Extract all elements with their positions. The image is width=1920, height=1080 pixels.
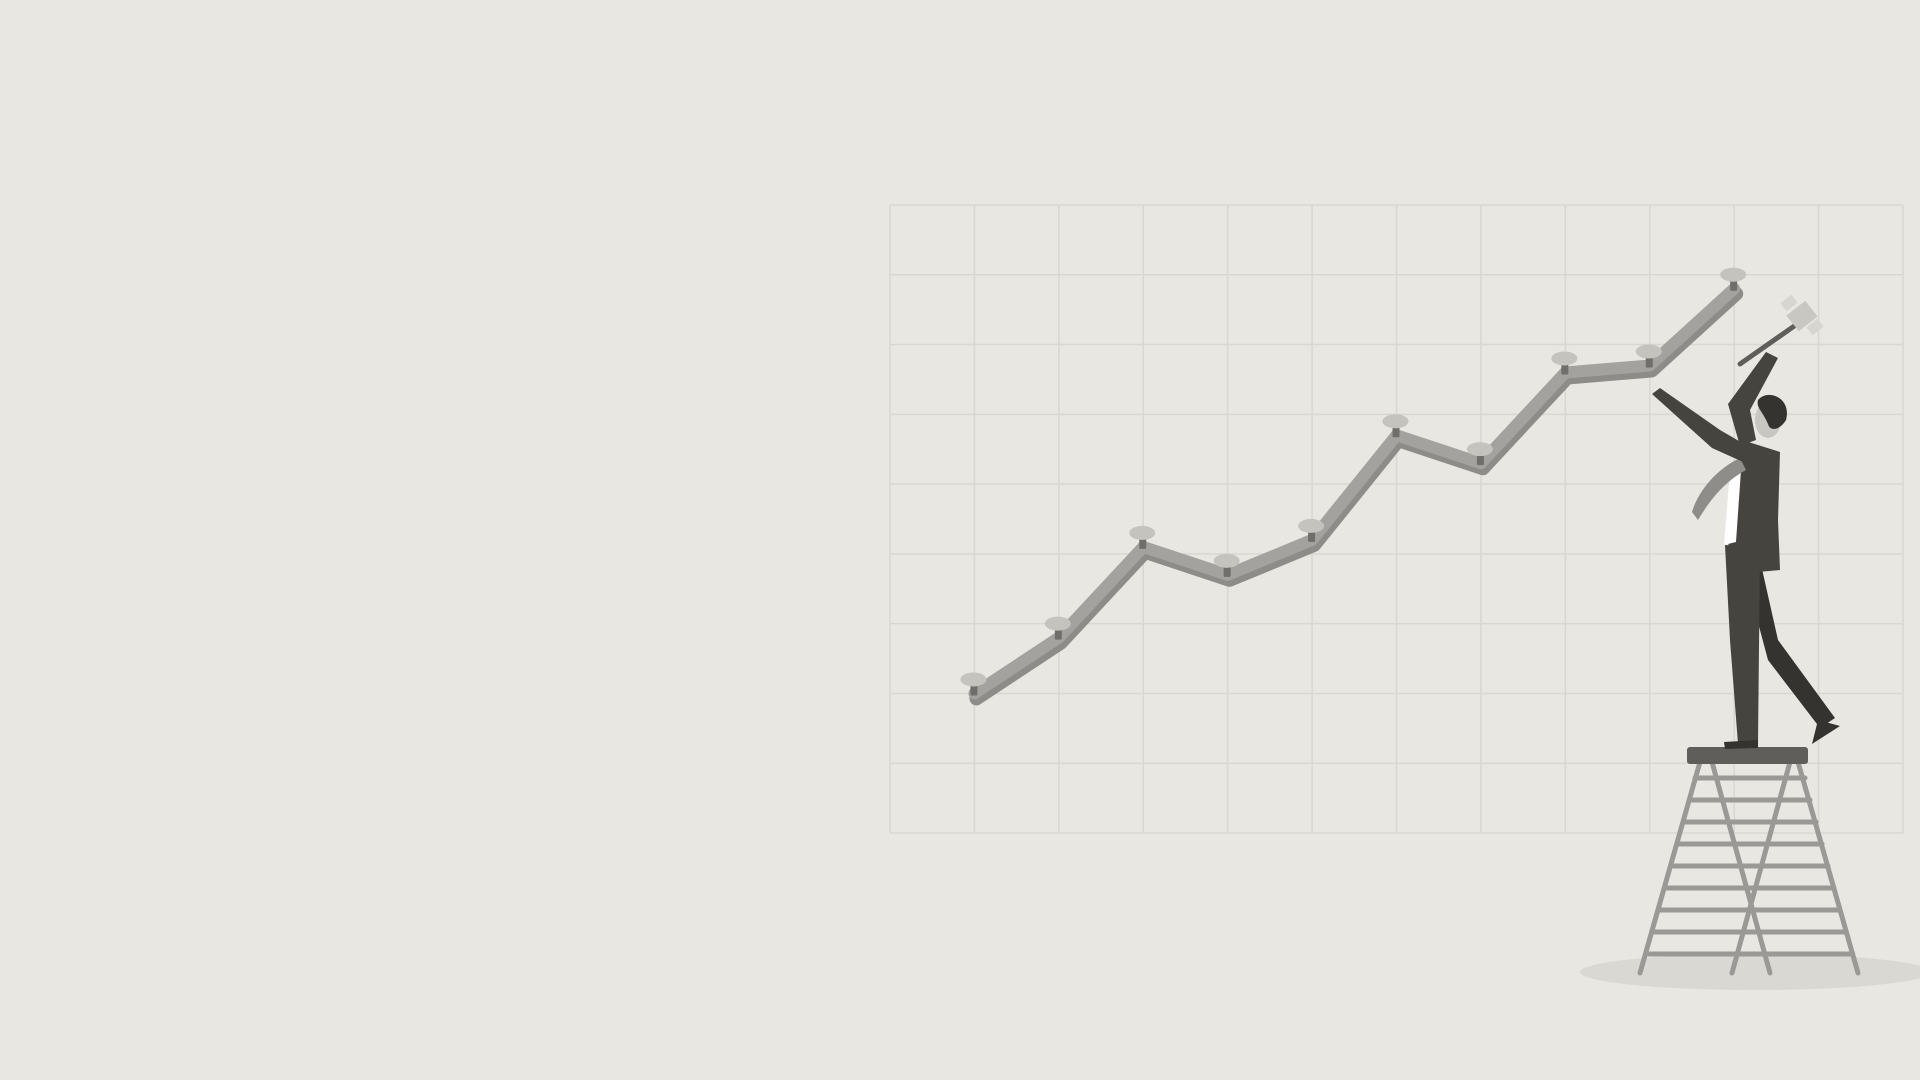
nail-icon [960, 672, 987, 696]
nails [960, 267, 1747, 696]
nail-head [1720, 267, 1747, 282]
nail-head [1213, 553, 1240, 568]
ladder-icon [1637, 759, 1861, 976]
nail-head [1382, 414, 1409, 429]
nail-head [1635, 344, 1662, 359]
ladder-top-platform [1687, 747, 1808, 764]
nail-icon [1129, 525, 1156, 549]
floor-shadow [1580, 954, 1920, 990]
nail-icon [1298, 518, 1325, 542]
nail-head [1551, 351, 1578, 366]
nail-icon [1213, 553, 1240, 577]
nail-icon [1466, 442, 1493, 466]
nail-icon [1551, 351, 1578, 375]
nail-icon [1720, 267, 1747, 291]
nail-head [1298, 518, 1325, 533]
trend-line [968, 282, 1744, 706]
hammer-icon [1737, 294, 1824, 367]
trend-line-shadow [969, 286, 1744, 706]
nail-icon [1635, 344, 1662, 368]
nail-icon [1382, 414, 1409, 438]
nail-head [1129, 525, 1156, 540]
nail-icon [1044, 616, 1071, 640]
trend-line-path [968, 282, 1741, 700]
nail-head [1466, 442, 1493, 457]
person-hammering-icon [1652, 352, 1840, 749]
nail-head [1044, 616, 1071, 631]
nail-head [960, 672, 987, 687]
